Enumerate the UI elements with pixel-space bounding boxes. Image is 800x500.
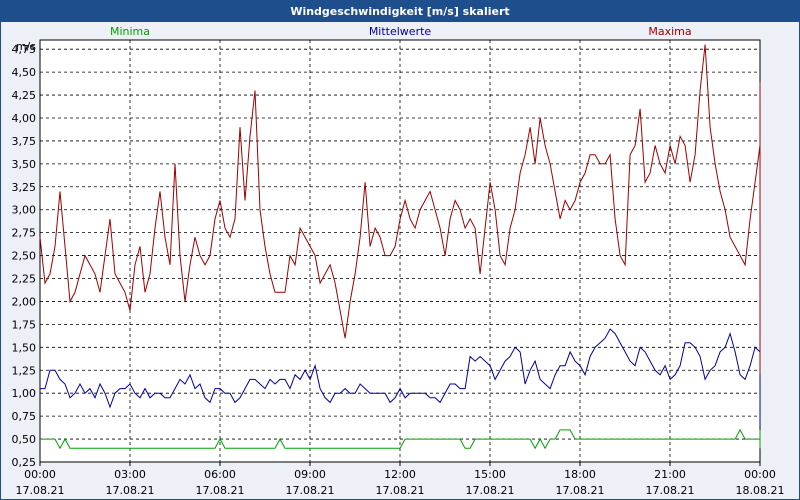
y-tick-label: 3,50 xyxy=(12,158,37,171)
legend: Minima Mittelwerte Maxima xyxy=(110,25,692,38)
y-tick-label: 2,25 xyxy=(12,273,37,286)
y-tick-label: 2,75 xyxy=(12,227,37,240)
legend-item-maxima: Maxima xyxy=(648,25,691,38)
x-tick-date: 18.08.21 xyxy=(736,484,785,497)
y-tick-label: 0,25 xyxy=(12,456,37,469)
x-tick-date: 17.08.21 xyxy=(106,484,155,497)
series-line-mittelwerte xyxy=(40,328,761,426)
x-tick-time: 09:00 xyxy=(294,468,326,481)
legend-item-mittelwerte: Mittelwerte xyxy=(369,25,432,38)
x-tick-date: 17.08.21 xyxy=(286,484,335,497)
x-tick-date: 17.08.21 xyxy=(16,484,65,497)
y-tick-label: 4,50 xyxy=(12,66,37,79)
x-tick-date: 17.08.21 xyxy=(466,484,515,497)
x-tick-time: 03:00 xyxy=(114,468,146,481)
y-tick-label: 4,00 xyxy=(12,112,37,125)
y-tick-label: 2,50 xyxy=(12,250,37,263)
x-tick-time: 00:00 xyxy=(744,468,776,481)
x-tick-time: 00:00 xyxy=(24,468,56,481)
y-tick-label: 2,00 xyxy=(12,295,37,308)
y-tick-label: 3,25 xyxy=(12,181,37,194)
x-tick-time: 21:00 xyxy=(654,468,686,481)
legend-item-minima: Minima xyxy=(110,25,150,38)
x-tick-date: 17.08.21 xyxy=(196,484,245,497)
y-tick-label: 0,75 xyxy=(12,410,37,423)
y-axis: 0,25 0,50 0,75 1,00 1,25 1,50 1,75 2,00 2,25 2,50… xyxy=(12,43,37,469)
y-axis-label: m/s xyxy=(16,40,36,53)
x-tick-time: 12:00 xyxy=(384,468,416,481)
y-tick-label: 1,00 xyxy=(12,387,37,400)
x-tick-time: 18:00 xyxy=(564,468,596,481)
y-tick-label: 3,75 xyxy=(12,135,37,148)
y-tick-label: 4,25 xyxy=(12,89,37,102)
x-tick-date: 17.08.21 xyxy=(646,484,695,497)
y-tick-label: 3,00 xyxy=(12,204,37,217)
y-tick-label: 1,25 xyxy=(12,364,37,377)
x-tick-time: 15:00 xyxy=(474,468,506,481)
y-tick-label: 4,75 xyxy=(12,43,37,56)
series-line-minima xyxy=(40,428,761,450)
x-tick-date: 17.08.21 xyxy=(556,484,605,497)
y-tick-label: 1,50 xyxy=(12,341,37,354)
x-tick-time: 06:00 xyxy=(204,468,236,481)
x-axis: 00:00 17.08.21 03:00 17.08.21 06:00 17.08.21 0… xyxy=(16,462,785,497)
y-tick-label: 1,75 xyxy=(12,318,37,331)
y-tick-label: 0,50 xyxy=(12,433,37,446)
series-lines xyxy=(39,44,761,450)
x-tick-date: 17.08.21 xyxy=(376,484,425,497)
window-title: Windgeschwindigkeit [m/s] skaliert xyxy=(1,1,799,22)
series-line-maxima xyxy=(39,44,761,375)
